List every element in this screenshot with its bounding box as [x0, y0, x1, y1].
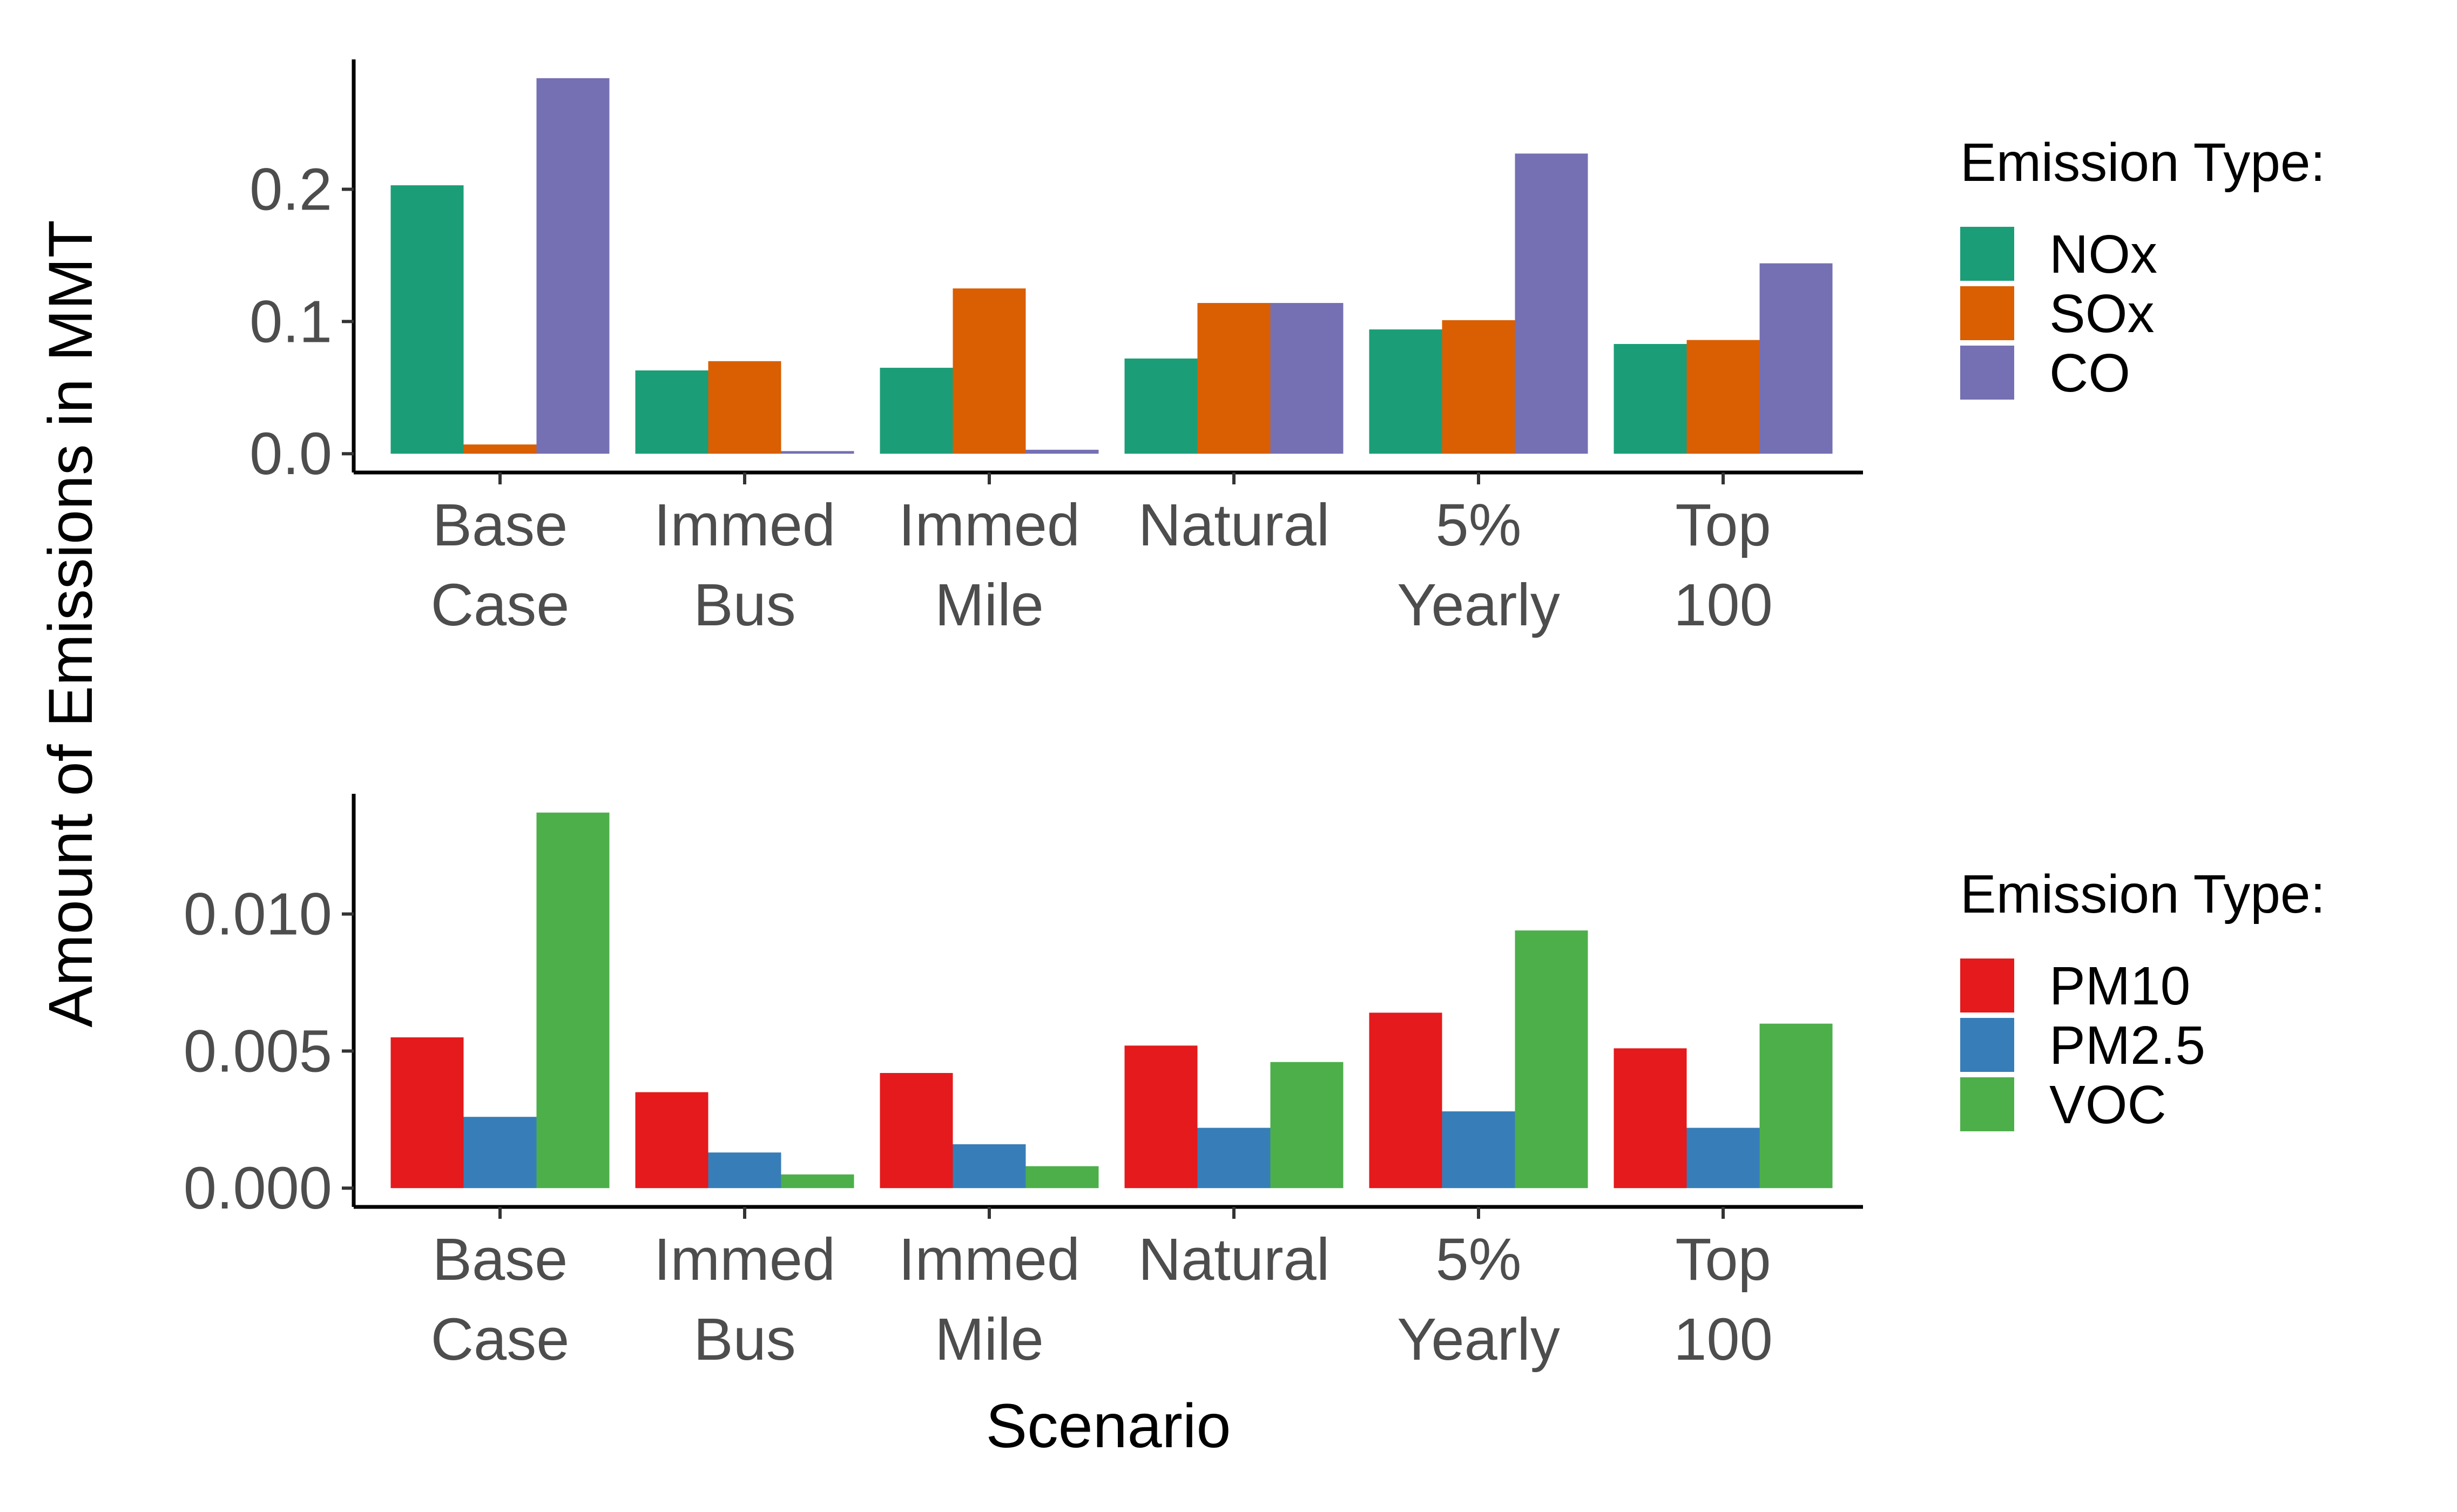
- legend-swatch: [1960, 227, 2014, 281]
- bar-nox-1: [390, 185, 464, 454]
- bar-pm25-1: [463, 1117, 537, 1189]
- bar-pm25-3: [953, 1144, 1026, 1189]
- bar-pm25-2: [708, 1152, 781, 1189]
- legend-label: CO: [2049, 343, 2130, 403]
- bar-sox-1: [463, 444, 537, 454]
- bar-co-5: [1515, 153, 1588, 454]
- legend-swatch: [1960, 1077, 2014, 1131]
- legend-label: PM2.5: [2049, 1015, 2205, 1076]
- bar-pm10-5: [1369, 1013, 1442, 1189]
- x-tick-label: Top 100: [1673, 492, 1773, 638]
- bar-voc-6: [1759, 1023, 1833, 1189]
- bar-pm10-3: [880, 1073, 953, 1189]
- y-tick-label: 0.005: [184, 1018, 332, 1084]
- bar-co-4: [1270, 303, 1344, 454]
- x-axis-title: Scenario: [986, 1392, 1231, 1461]
- legend-label: VOC: [2049, 1075, 2166, 1135]
- bar-co-6: [1759, 263, 1833, 454]
- y-tick-label: 0.000: [184, 1155, 332, 1221]
- bar-sox-2: [708, 361, 781, 454]
- bar-nox-6: [1614, 343, 1687, 454]
- bar-pm25-5: [1442, 1111, 1515, 1189]
- bar-co-1: [536, 78, 610, 454]
- legend-label: PM10: [2049, 956, 2190, 1016]
- legend-label: NOx: [2049, 224, 2157, 285]
- y-tick-label: 0.2: [249, 156, 332, 222]
- y-tick-label: 0.010: [184, 881, 332, 948]
- bar-voc-2: [781, 1174, 854, 1189]
- legend-title: Emission Type:: [1960, 132, 2325, 193]
- y-tick-label: 0.0: [249, 421, 332, 487]
- bar-pm25-4: [1197, 1128, 1271, 1189]
- chart-panels: 0.0 0.1 0.2 Base Case Immed Bus Immed Mile Natura…: [184, 59, 2325, 1461]
- bar-sox-6: [1686, 340, 1760, 454]
- x-tick-label: Natural: [1138, 492, 1330, 558]
- legend-swatch: [1960, 1018, 2014, 1072]
- bar-pm10-1: [390, 1037, 464, 1189]
- bar-voc-5: [1515, 930, 1588, 1189]
- bar-pm25-6: [1686, 1128, 1760, 1189]
- legend-swatch: [1960, 346, 2014, 400]
- x-tick-label: Natural: [1138, 1226, 1330, 1293]
- legend-label: SOx: [2049, 284, 2154, 344]
- bar-voc-3: [1025, 1166, 1099, 1189]
- x-tick-label: Immed Mile: [899, 492, 1080, 638]
- x-tick-label: Immed Bus: [654, 492, 835, 638]
- bar-voc-1: [536, 812, 610, 1189]
- chart-panel-2: 0.000 0.005 0.010 Base Case Immed Bus Immed Mile…: [184, 794, 2325, 1461]
- legend-swatch: [1960, 286, 2014, 340]
- legend-swatch: [1960, 959, 2014, 1013]
- bar-nox-4: [1124, 358, 1198, 454]
- bar-sox-4: [1197, 303, 1271, 454]
- x-tick-label: Base Case: [431, 1226, 570, 1373]
- bar-nox-2: [635, 370, 708, 454]
- legend-title: Emission Type:: [1960, 864, 2325, 924]
- x-tick-label: Immed Bus: [654, 1226, 835, 1373]
- y-tick-label: 0.1: [249, 288, 332, 355]
- bar-pm10-2: [635, 1092, 708, 1189]
- x-tick-label: Base Case: [431, 492, 570, 638]
- x-tick-label: 5% Yearly: [1397, 1226, 1560, 1373]
- bar-co-3: [1025, 449, 1099, 454]
- bar-sox-5: [1442, 320, 1515, 454]
- y-axis-title: Amount of Emissions in MMT: [36, 220, 105, 1027]
- bar-co-2: [781, 451, 854, 454]
- chart-panel-1: 0.0 0.1 0.2 Base Case Immed Bus Immed Mile Natura…: [249, 59, 2325, 638]
- bar-nox-3: [880, 368, 953, 454]
- bar-nox-5: [1369, 329, 1442, 454]
- bar-sox-3: [953, 288, 1026, 454]
- bar-pm10-6: [1614, 1048, 1687, 1189]
- bar-voc-4: [1270, 1062, 1344, 1189]
- x-tick-label: Top 100: [1673, 1226, 1773, 1373]
- x-tick-label: 5% Yearly: [1397, 492, 1560, 638]
- x-tick-label: Immed Mile: [899, 1226, 1080, 1373]
- bar-pm10-4: [1124, 1045, 1198, 1189]
